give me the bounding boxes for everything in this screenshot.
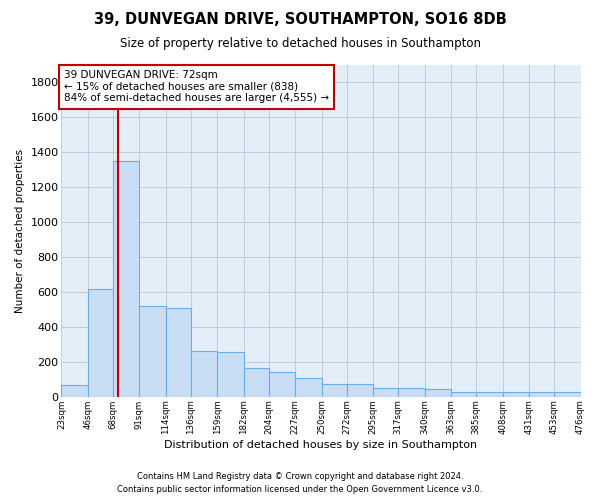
- Bar: [476, 392, 503, 397]
- Bar: [295, 378, 322, 397]
- Bar: [322, 384, 347, 397]
- Bar: [61, 386, 88, 397]
- Bar: [503, 392, 529, 397]
- Text: Contains HM Land Registry data © Crown copyright and database right 2024.: Contains HM Land Registry data © Crown c…: [137, 472, 463, 481]
- Bar: [139, 306, 166, 397]
- Text: Size of property relative to detached houses in Southampton: Size of property relative to detached ho…: [119, 38, 481, 51]
- Bar: [529, 392, 554, 397]
- Bar: [166, 308, 191, 397]
- Bar: [451, 392, 476, 397]
- Bar: [373, 388, 398, 397]
- Bar: [425, 389, 451, 397]
- Bar: [244, 368, 269, 397]
- X-axis label: Distribution of detached houses by size in Southampton: Distribution of detached houses by size …: [164, 440, 478, 450]
- Bar: [217, 352, 244, 397]
- Bar: [191, 352, 217, 397]
- Bar: [398, 388, 425, 397]
- Bar: [88, 288, 113, 397]
- Text: 39 DUNVEGAN DRIVE: 72sqm
← 15% of detached houses are smaller (838)
84% of semi-: 39 DUNVEGAN DRIVE: 72sqm ← 15% of detach…: [64, 70, 329, 103]
- Bar: [347, 384, 373, 397]
- Y-axis label: Number of detached properties: Number of detached properties: [15, 149, 25, 313]
- Bar: [113, 161, 139, 397]
- Bar: [554, 392, 581, 397]
- Text: 39, DUNVEGAN DRIVE, SOUTHAMPTON, SO16 8DB: 39, DUNVEGAN DRIVE, SOUTHAMPTON, SO16 8D…: [94, 12, 506, 28]
- Bar: [269, 372, 295, 397]
- Text: Contains public sector information licensed under the Open Government Licence v3: Contains public sector information licen…: [118, 485, 482, 494]
